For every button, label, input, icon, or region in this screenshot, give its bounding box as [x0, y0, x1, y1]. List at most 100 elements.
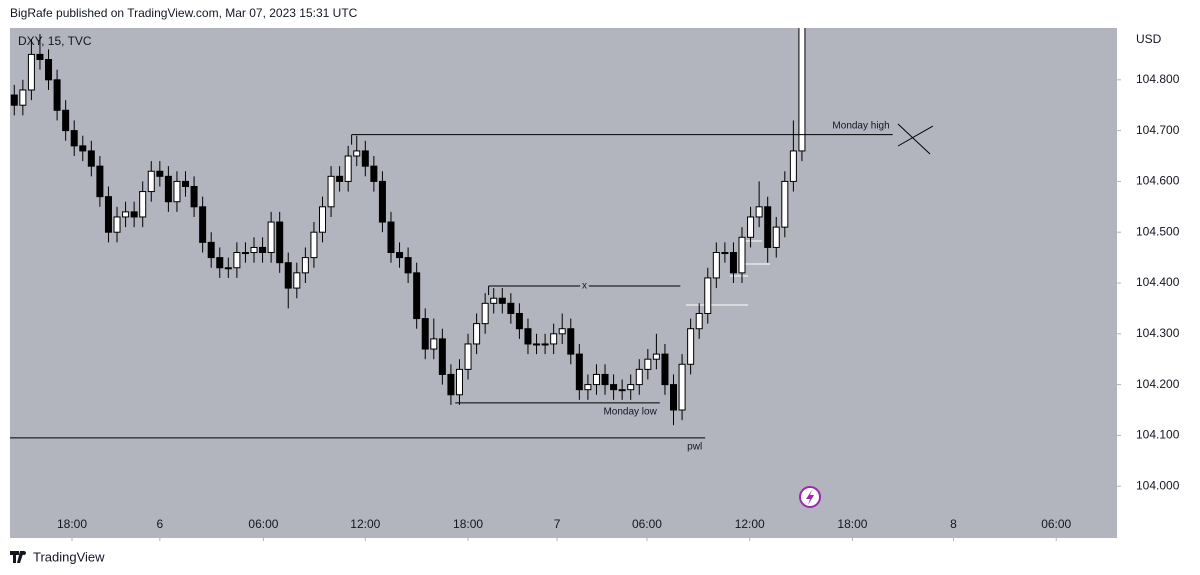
candle-body: [721, 252, 729, 255]
candle-body: [10, 94, 18, 106]
candle-body: [652, 353, 660, 360]
candle-body: [524, 328, 532, 345]
candle-body: [113, 216, 121, 233]
candle-body: [19, 89, 27, 106]
candle-body: [592, 373, 600, 386]
currency: USD: [1136, 32, 1162, 46]
x-tick-label: 06:00: [248, 517, 278, 531]
candle-body: [404, 257, 412, 274]
alert-icon[interactable]: [799, 486, 821, 508]
x-tick-label: 6: [156, 517, 163, 531]
y-tick-label: 104.100: [1136, 428, 1180, 442]
candle-body: [772, 226, 780, 248]
candle-body: [79, 145, 87, 152]
y-tick-label: 104.400: [1136, 275, 1180, 289]
axes: 104.800 104.700 104.600 104.500 104.400 104.3…: [57, 72, 1180, 541]
candle-body: [62, 109, 70, 132]
candle-body: [156, 170, 164, 177]
candle-body: [738, 236, 746, 274]
x-tick-label: 18:00: [453, 517, 483, 531]
candle-body: [498, 297, 506, 304]
candle-body: [610, 384, 618, 391]
candle-body: [87, 150, 95, 167]
candle-body: [447, 373, 455, 396]
candle-body: [627, 384, 635, 391]
x-tick-label: 06:00: [632, 517, 662, 531]
y-tick-label: 104.200: [1136, 377, 1180, 391]
candle-body: [712, 252, 720, 279]
candle-body: [224, 267, 232, 270]
candle-body: [147, 170, 155, 193]
candle-body: [507, 302, 515, 314]
candle-body: [729, 252, 737, 274]
candle-body: [301, 257, 309, 274]
level-label: Monday high: [832, 120, 889, 131]
candle-body: [190, 185, 198, 208]
candle-body: [310, 231, 318, 259]
candle-body: [53, 79, 61, 111]
plot-background: [10, 28, 1117, 538]
candle-body: [250, 246, 258, 254]
candle-body: [318, 206, 326, 233]
candle-body: [216, 257, 224, 269]
candle-body: [27, 53, 35, 91]
candle-body: [455, 368, 463, 396]
candle-body: [139, 191, 147, 218]
annotations: Monday high x Monday low pwl: [10, 120, 893, 453]
candle-body: [584, 384, 592, 391]
candle-body: [276, 221, 284, 264]
candle-body: [550, 333, 558, 345]
tv-logo[interactable]: TradingView: [10, 549, 105, 564]
candle-body: [541, 343, 549, 346]
candle-body: [233, 252, 241, 269]
level-label: x: [582, 281, 587, 292]
candle-body: [438, 338, 446, 375]
candle-body: [104, 196, 112, 233]
candle-body: [533, 343, 541, 346]
candle-body: [789, 150, 797, 182]
candle-body: [344, 155, 352, 182]
candle-body: [764, 206, 772, 248]
candle-body: [575, 353, 583, 391]
candle-body: [122, 211, 130, 218]
candle-body: [755, 206, 763, 218]
x-tick-label: 12:00: [735, 517, 765, 531]
x-tick-label: 06:00: [1041, 517, 1071, 531]
candle-body: [293, 272, 301, 289]
level-label: pwl: [687, 442, 702, 453]
candle-body: [515, 312, 523, 330]
cross-line: [897, 125, 934, 147]
candle-body: [199, 206, 207, 243]
candle-body: [70, 130, 78, 147]
candle-body: [173, 180, 181, 203]
candle-body: [601, 373, 609, 386]
x-tick-label: 12:00: [350, 517, 380, 531]
candle-body: [387, 221, 395, 254]
y-tick-label: 104.800: [1136, 72, 1180, 86]
candle-body: [430, 338, 438, 350]
candle-body: [378, 180, 386, 223]
candle-body: [96, 165, 104, 198]
candle-body: [618, 389, 626, 392]
y-tick-label: 104.600: [1136, 174, 1180, 188]
candle-body: [747, 216, 755, 238]
candle-body: [661, 353, 669, 386]
candle-body: [353, 150, 361, 157]
candle-body: [241, 252, 249, 255]
candle-body: [481, 302, 489, 325]
x-tick-label: 7: [554, 517, 561, 531]
y-tick-label: 104.700: [1136, 123, 1180, 137]
candle-body: [464, 343, 472, 370]
candle-body: [687, 328, 695, 365]
x-tick-label: 8: [950, 517, 957, 531]
candle-body: [798, 28, 806, 152]
candle-body: [421, 318, 429, 350]
y-tick-label: 104.500: [1136, 224, 1180, 238]
candle-body: [207, 241, 215, 259]
candle-body: [164, 175, 172, 203]
header: BigRafe published on TradingView.com, Ma…: [10, 6, 358, 20]
candles: [10, 28, 806, 426]
footer: TradingView: [33, 549, 105, 564]
candle-body: [413, 272, 421, 320]
